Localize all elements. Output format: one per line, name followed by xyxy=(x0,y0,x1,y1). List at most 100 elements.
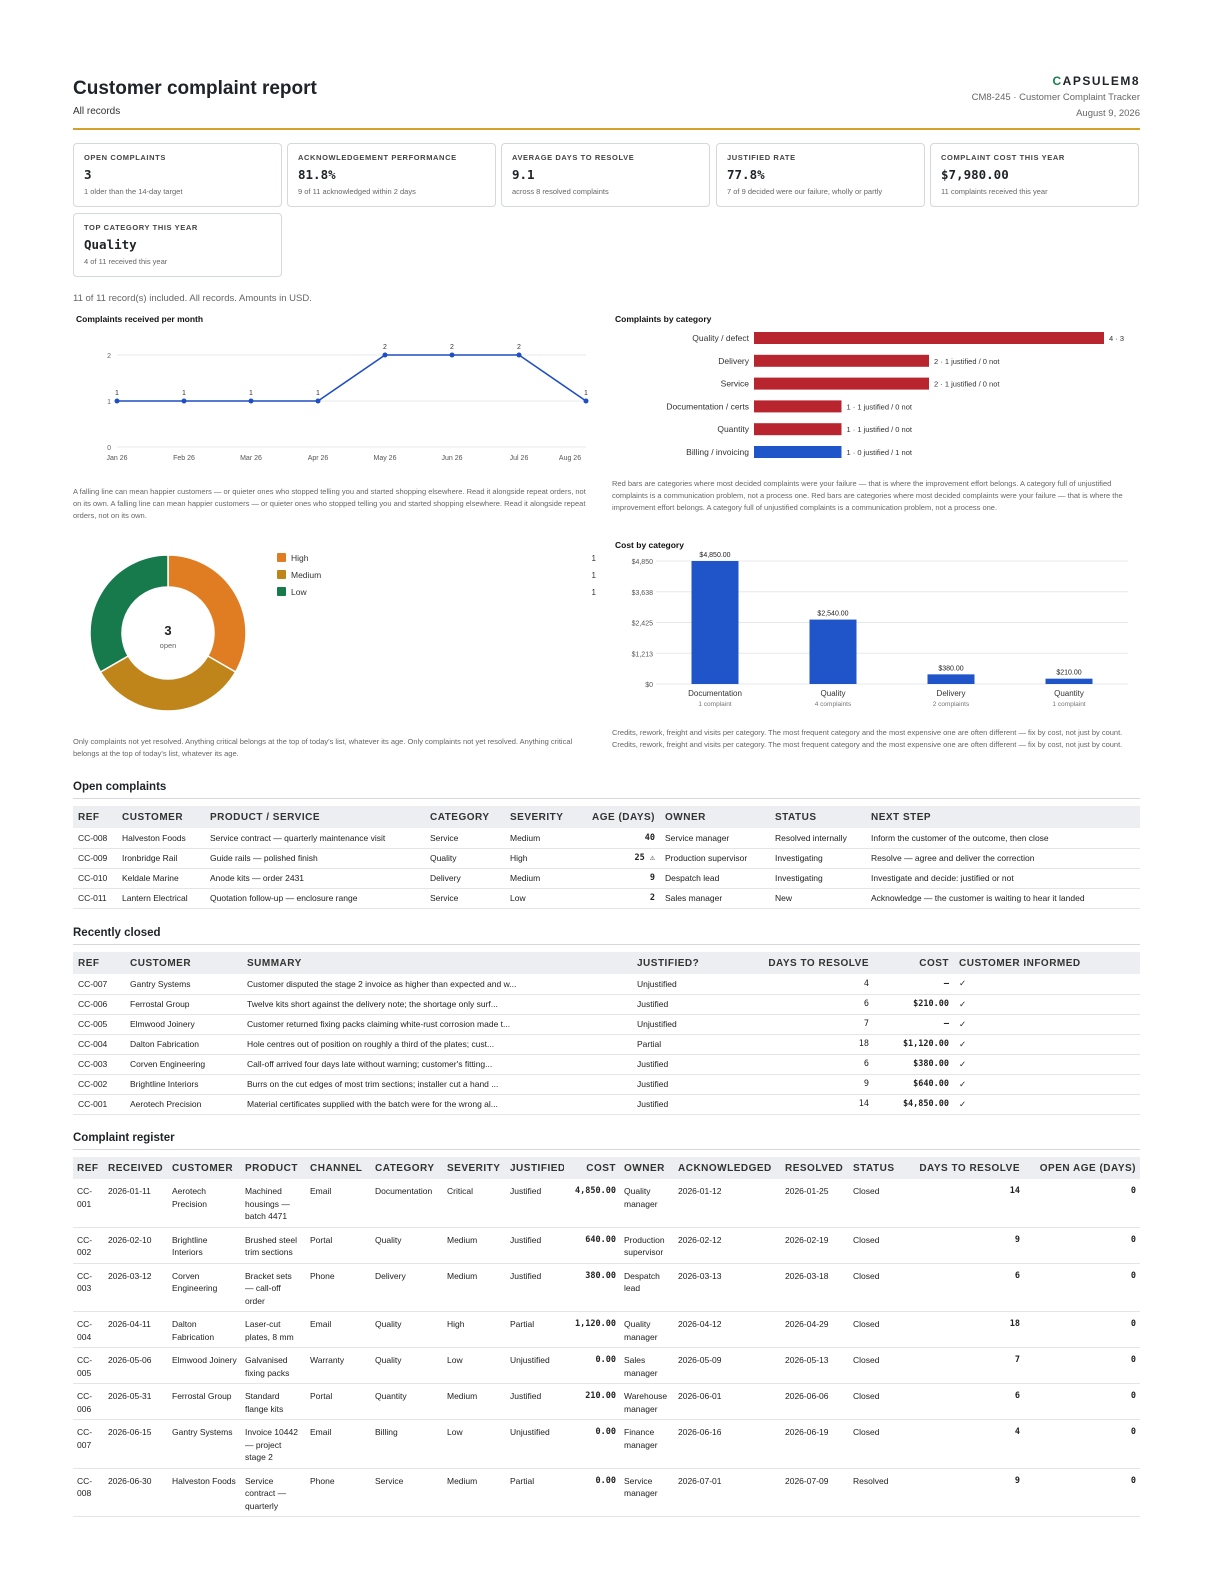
kpi-label: Open complaints xyxy=(84,153,166,162)
col-cost: Cost xyxy=(874,952,954,974)
cell-channel: Phone xyxy=(306,1468,371,1517)
cell-open-age: 0 xyxy=(1024,1468,1140,1517)
data-label: 1 xyxy=(249,390,253,397)
cell-severity: Medium xyxy=(443,1227,506,1264)
table-row: CC-003 Corven Engineering Call-off arrived… xyxy=(73,1054,1140,1075)
cell-age: 25 ⚠ xyxy=(565,848,660,869)
kpi-value: 77.8% xyxy=(727,167,765,182)
cell-resolved: 2026-06-19 xyxy=(781,1419,849,1469)
cell-acknowledged: 2026-07-01 xyxy=(674,1468,781,1517)
x-tick-label: Documentation xyxy=(688,689,742,698)
data-point xyxy=(248,398,254,404)
report-date: August 9, 2026 xyxy=(1076,108,1140,119)
cell-status: New xyxy=(770,888,866,909)
legend-label: High xyxy=(291,553,309,563)
cell-channel: Email xyxy=(306,1311,371,1348)
col-cost: Cost xyxy=(564,1157,620,1179)
cell-customer: Elmwood Joinery xyxy=(168,1347,241,1384)
open-complaints-table: Ref Customer Product / service Category … xyxy=(73,806,1140,909)
bar-value-label: $2,540.00 xyxy=(817,611,848,618)
cell-customer: Gantry Systems xyxy=(125,974,242,995)
cell-open-age: 0 xyxy=(1024,1263,1140,1312)
data-point xyxy=(114,398,120,404)
col-justified: Justified? xyxy=(632,952,722,974)
x-tick-sublabel: 2 complaints xyxy=(933,701,970,708)
category-bar xyxy=(754,400,842,413)
col-customer: Customer xyxy=(117,806,205,828)
bar-value-label: $210.00 xyxy=(1056,670,1081,677)
table-row: CC-001 2026-01-11 Aerotech Precision Machin… xyxy=(73,1179,1140,1228)
cell-ref: CC-008 xyxy=(73,828,117,849)
recently-closed-table: Ref Customer Summary Justified? Days to … xyxy=(73,952,1140,1115)
data-label: 1 xyxy=(584,390,588,397)
cell-ref: CC-007 xyxy=(73,974,125,995)
cell-age: 9 xyxy=(565,868,660,889)
col-status: Status xyxy=(849,1157,910,1179)
cell-received: 2026-06-30 xyxy=(104,1468,168,1517)
data-point xyxy=(516,352,522,358)
kpi-label: Acknowledgement performance xyxy=(298,153,457,162)
cell-cost: 1,120.00 xyxy=(564,1311,620,1348)
bar-value-label: 4 · 3 xyxy=(1109,334,1124,343)
report-header: Customer complaint report All records CA… xyxy=(73,74,1140,130)
table-row: CC-003 2026-03-12 Corven Engineering Bracke… xyxy=(73,1263,1140,1312)
col-summary: Summary xyxy=(242,952,632,974)
col-acknowledged: Acknowledged xyxy=(674,1157,781,1179)
data-point xyxy=(315,398,321,404)
cell-justified: Justified xyxy=(632,994,722,1015)
document-id: CM8-245 · Customer Complaint Tracker xyxy=(971,92,1140,103)
cell-cost: — xyxy=(874,974,954,995)
cell-summary: Customer returned fixing packs claiming … xyxy=(242,1014,632,1035)
cell-ref: CC-009 xyxy=(73,848,117,869)
cell-status: Closed xyxy=(849,1383,910,1420)
cell-justified: Justified xyxy=(506,1263,564,1312)
donut-slice xyxy=(167,554,247,674)
bar-value-label: 1 · 1 justified / 0 not xyxy=(847,425,913,434)
cell-product: Service contract — quarterly maintenance… xyxy=(205,828,425,849)
legend-swatch xyxy=(277,553,286,562)
col-open-age: Open age (days) xyxy=(1024,1157,1140,1179)
table-row: CC-004 Dalton Fabrication Hole centres out… xyxy=(73,1034,1140,1055)
y-tick-label: $4,850 xyxy=(632,559,654,566)
cell-ref: CC-005 xyxy=(73,1014,125,1035)
cost-chart-title: Cost by category xyxy=(615,540,684,550)
cell-customer-informed: ✓ xyxy=(954,1074,1140,1095)
cell-summary: Call-off arrived four days late without … xyxy=(242,1054,632,1075)
kpi-value: $7,980.00 xyxy=(941,167,1009,182)
cell-ref: CC-005 xyxy=(73,1347,104,1384)
data-label: 2 xyxy=(383,344,387,351)
cell-ref: CC-007 xyxy=(73,1419,104,1469)
donut-slice xyxy=(89,554,169,674)
y-tick-label: $0 xyxy=(645,682,653,689)
col-owner: Owner xyxy=(620,1157,674,1179)
table-row: CC-004 2026-04-11 Dalton Fabrication Laser-… xyxy=(73,1311,1140,1348)
cell-status: Closed xyxy=(849,1419,910,1469)
data-point xyxy=(181,398,187,404)
cell-owner: Production supervisor xyxy=(620,1227,674,1264)
cell-customer-informed: ✓ xyxy=(954,1054,1140,1075)
cell-received: 2026-03-12 xyxy=(104,1263,168,1312)
complaint-register-table: Ref Received Customer Product Channel Ca… xyxy=(73,1157,1140,1517)
cell-category: Quality xyxy=(371,1227,443,1264)
cell-status: Closed xyxy=(849,1179,910,1228)
cell-justified: Partial xyxy=(632,1034,722,1055)
cell-product: Bracket sets — call-off order xyxy=(241,1263,306,1312)
col-received: Received xyxy=(104,1157,168,1179)
cell-days-to-resolve: 14 xyxy=(722,1094,874,1115)
col-days-to-resolve: Days to resolve xyxy=(910,1157,1024,1179)
cell-cost: $4,850.00 xyxy=(874,1094,954,1115)
cell-summary: Customer disputed the stage 2 invoice as… xyxy=(242,974,632,995)
cell-status: Resolved xyxy=(849,1468,910,1517)
col-justified: Justified xyxy=(506,1157,564,1179)
y-tick-label: $3,638 xyxy=(632,590,654,597)
table-row: CC-005 2026-05-06 Elmwood Joinery Galvanise… xyxy=(73,1347,1140,1384)
cell-cost: 210.00 xyxy=(564,1383,620,1420)
cell-severity: Medium xyxy=(443,1468,506,1517)
cell-ref: CC-001 xyxy=(73,1179,104,1228)
cell-acknowledged: 2026-02-12 xyxy=(674,1227,781,1264)
cell-justified: Justified xyxy=(632,1054,722,1075)
y-tick-label: 2 xyxy=(107,353,111,360)
col-ref: Ref xyxy=(73,952,125,974)
cell-ref: CC-003 xyxy=(73,1263,104,1312)
kpi-label: Justified rate xyxy=(727,153,796,162)
